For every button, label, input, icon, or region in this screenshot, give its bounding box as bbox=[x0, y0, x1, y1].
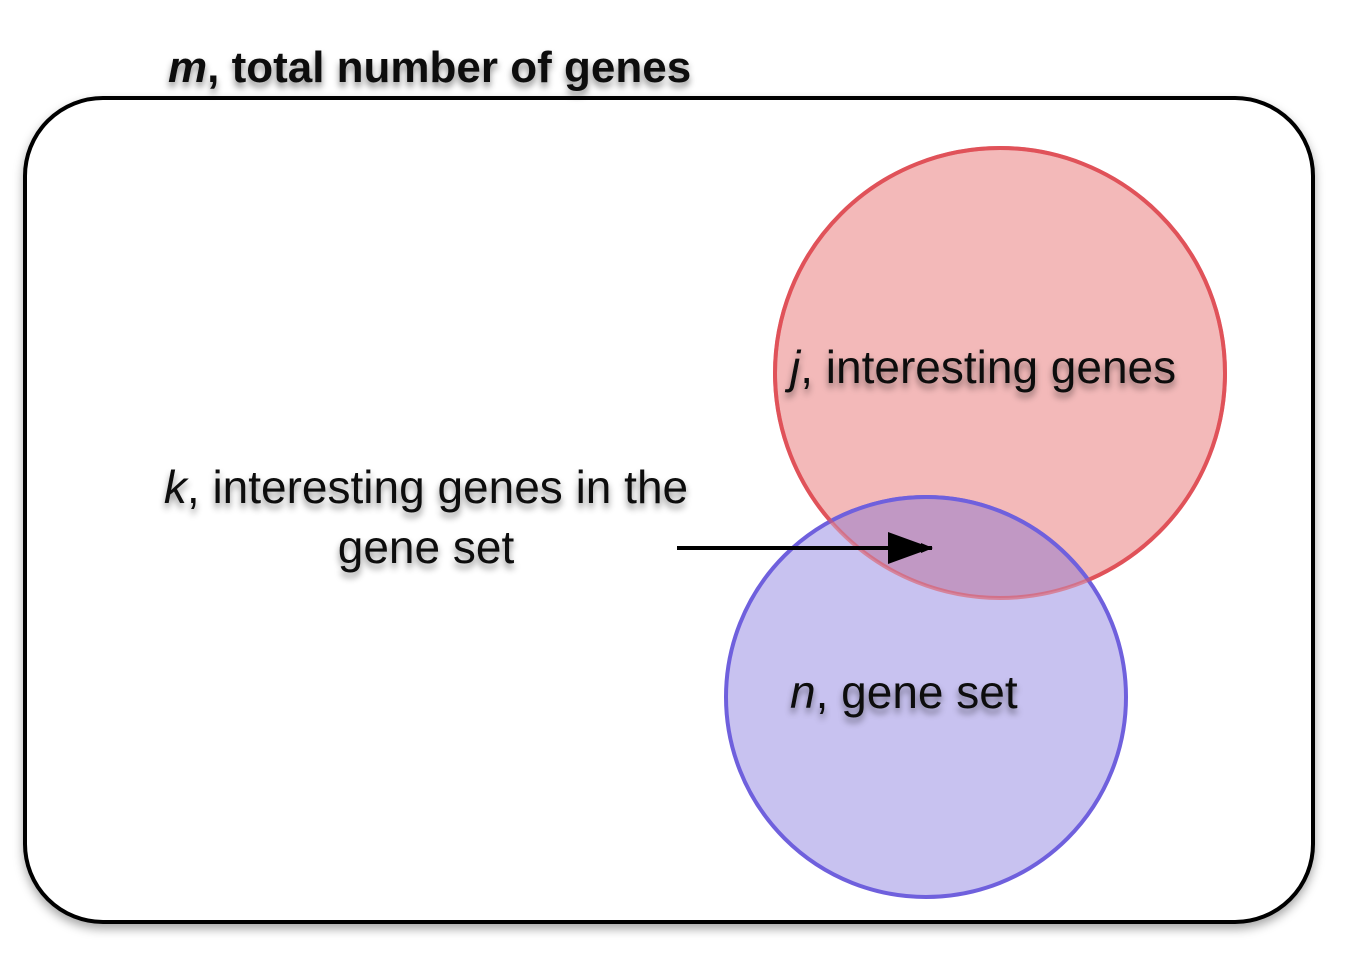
gene-set-label: n, gene set bbox=[790, 666, 1018, 718]
overlap-label-line2: gene set bbox=[338, 521, 515, 573]
interesting-genes-circle-outline bbox=[773, 146, 1227, 600]
overlap-label-line1: k, interesting genes in the bbox=[164, 461, 688, 513]
universe-title: m, total number of genes bbox=[168, 43, 691, 92]
interesting-genes-label: j, interesting genes bbox=[784, 341, 1176, 393]
overlap-arrow-head bbox=[888, 532, 932, 564]
